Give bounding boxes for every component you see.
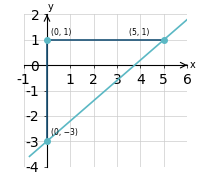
Text: (0, 1): (0, 1) [50,28,71,37]
Text: y: y [48,2,53,12]
Text: x: x [190,60,195,70]
Text: (5, 1): (5, 1) [129,28,149,37]
Text: (0, −3): (0, −3) [50,128,77,137]
